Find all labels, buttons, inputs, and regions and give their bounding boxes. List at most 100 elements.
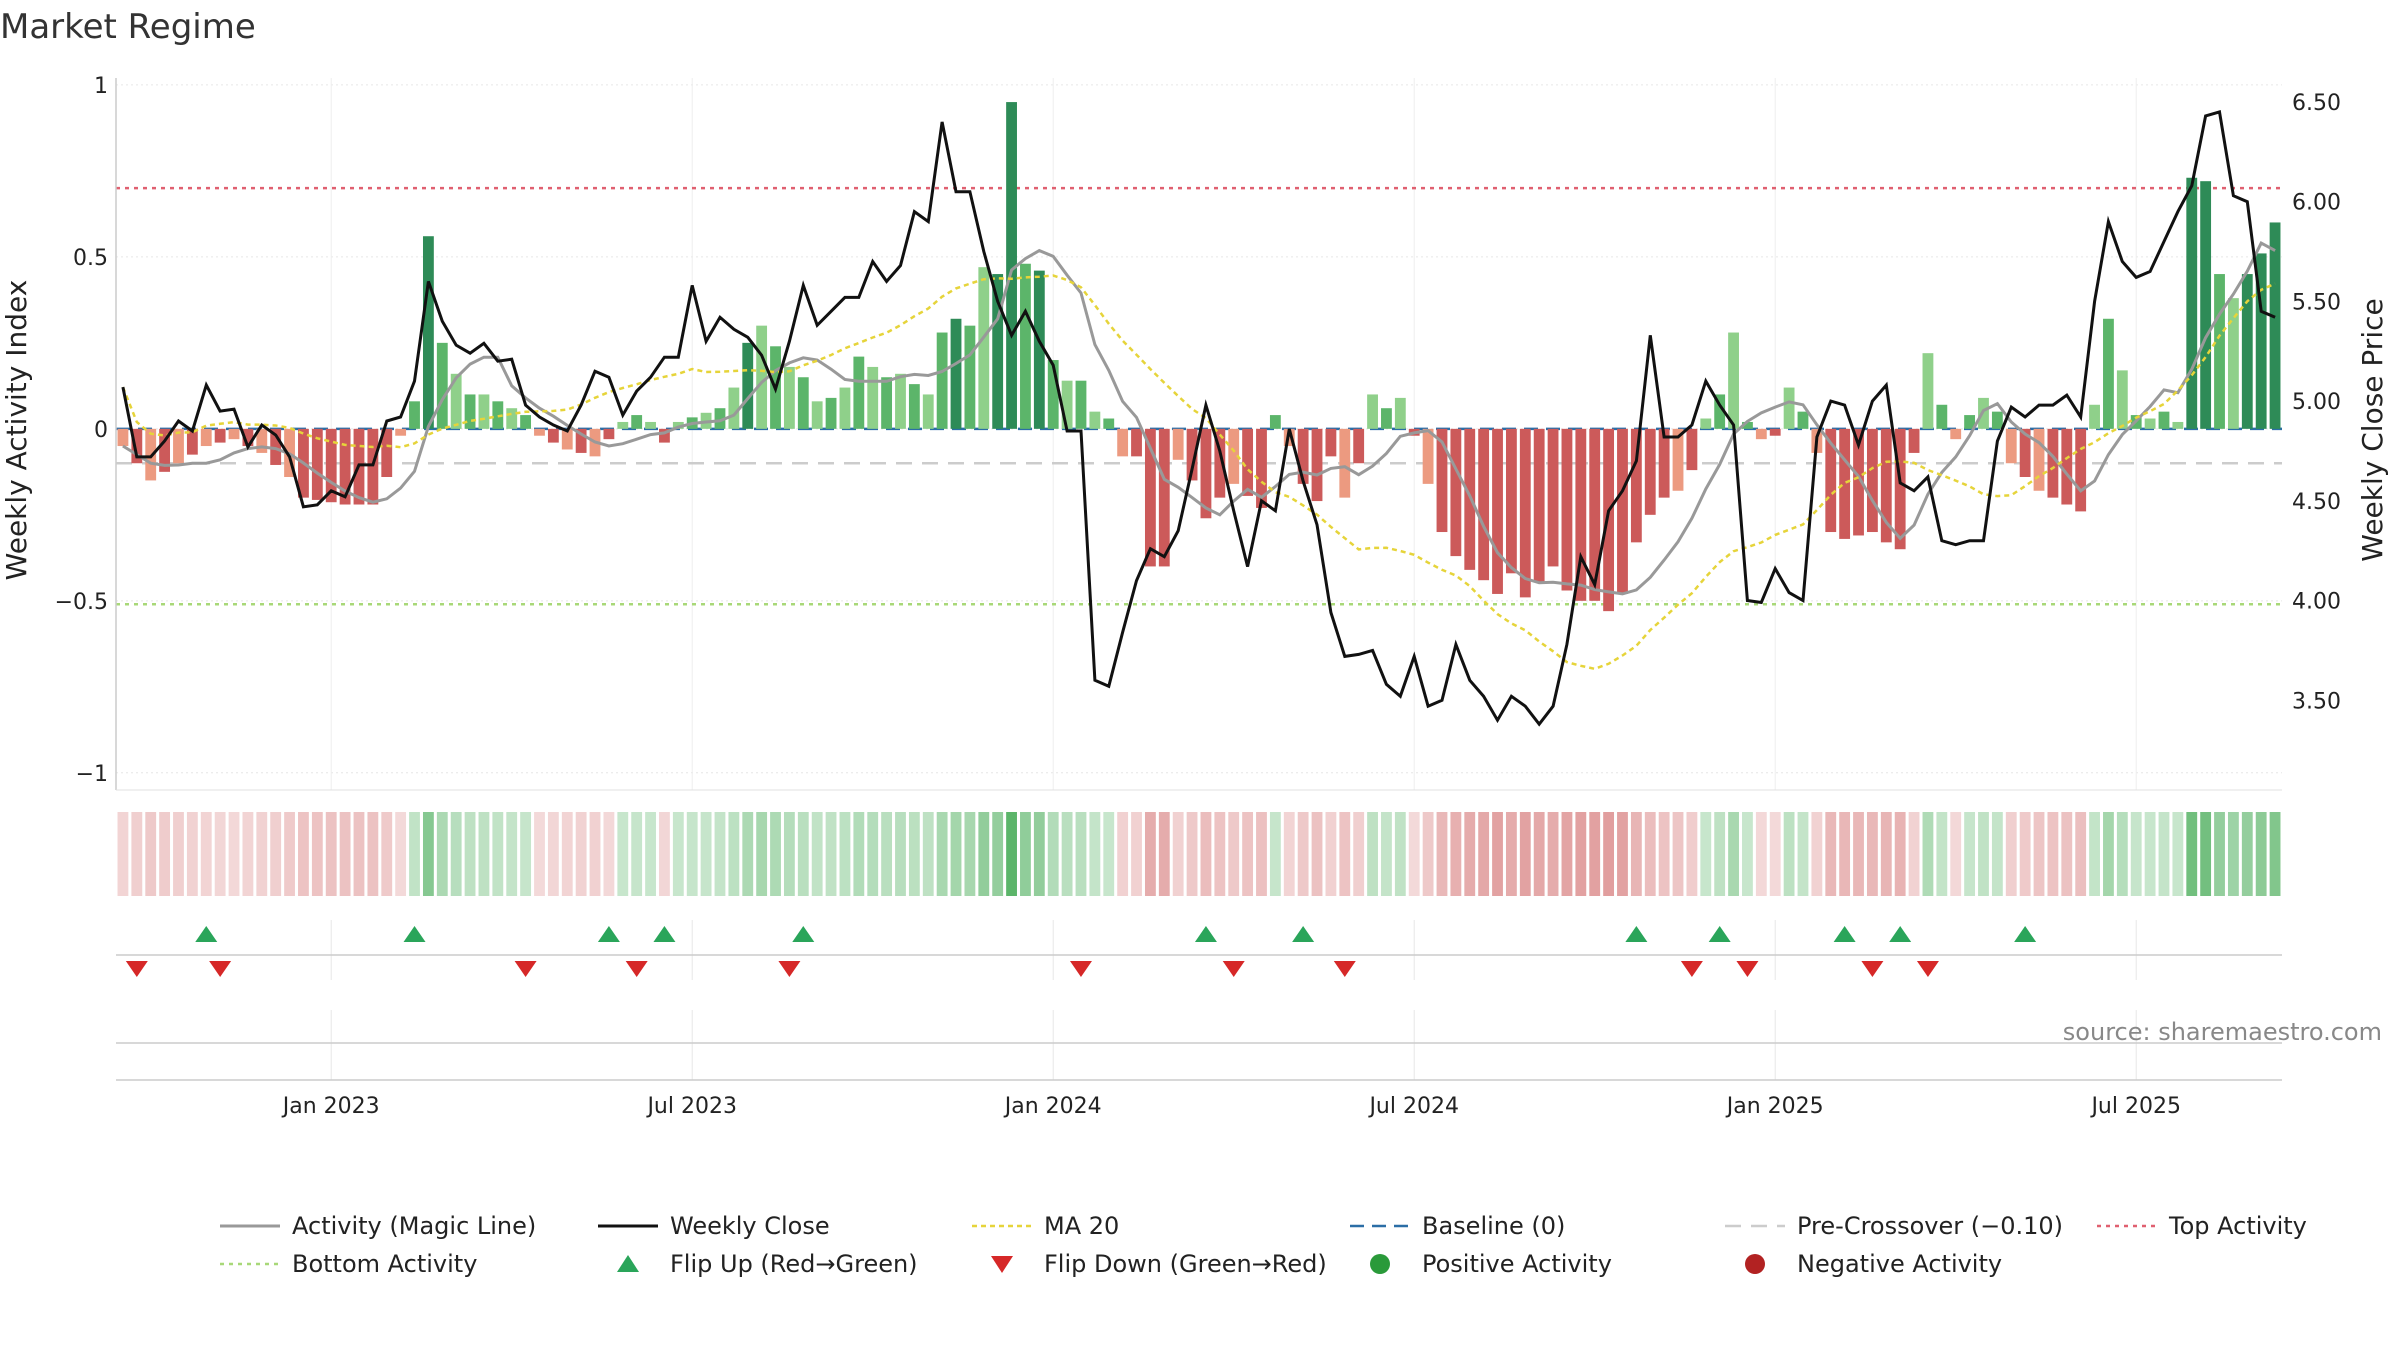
regime-strip-cell (1325, 812, 1337, 896)
activity-bar (2269, 222, 2281, 429)
regime-strip-cell (1686, 812, 1698, 896)
activity-bar (1894, 428, 1906, 550)
activity-bar (797, 377, 809, 429)
regime-strip-cell (950, 812, 962, 896)
activity-bar (1103, 418, 1115, 429)
activity-bar (714, 408, 726, 429)
regime-strip-cell (1200, 812, 1212, 896)
flip-down-marker (778, 961, 801, 977)
activity-bar (811, 401, 823, 429)
legend-label: Negative Activity (1797, 1250, 2002, 1278)
flip-down-marker (1333, 961, 1356, 977)
regime-strip-cell (2075, 812, 2087, 896)
regime-strip-cell (145, 812, 157, 896)
activity-bar (631, 415, 643, 429)
regime-strip-cell (1339, 812, 1351, 896)
x-tick-label: Jan 2023 (281, 1094, 380, 1119)
regime-strip-cell (1894, 812, 1906, 896)
regime-strip-cell (1936, 812, 1948, 896)
regime-strip-cell (2269, 812, 2281, 896)
flip-markers (125, 926, 2037, 977)
activity-bar (436, 342, 448, 429)
activity-bar (520, 415, 532, 429)
regime-strip-cell (256, 812, 268, 896)
regime-strip-cell (1561, 812, 1573, 896)
regime-strip-cell (242, 812, 254, 896)
regime-strip-cell (617, 812, 629, 896)
activity-bar (506, 408, 518, 429)
activity-bar (603, 428, 615, 440)
regime-strip-cell (1617, 812, 1628, 896)
activity-bar (1783, 387, 1795, 429)
regime-strip-cell (395, 812, 407, 896)
regime-strip-cell (922, 812, 934, 896)
activity-bar (186, 428, 198, 455)
activity-bar (1242, 428, 1254, 496)
regime-strip-cell (1908, 812, 1920, 896)
activity-bar (728, 387, 740, 429)
regime-strip-cell (1811, 812, 1823, 896)
y-axis-right-label: Weekly Close Price (2356, 298, 2389, 561)
regime-strip-cell (1228, 812, 1240, 896)
legend-item-flipup: Flip Up (Red→Green) (617, 1250, 918, 1278)
regime-strip-cell (1394, 812, 1406, 896)
activity-bar (422, 236, 434, 429)
legend-label: Top Activity (2168, 1212, 2307, 1240)
regime-strip-cell (1381, 812, 1392, 896)
legend-label: Weekly Close (670, 1212, 830, 1240)
activity-bar (978, 267, 990, 429)
activity-bar (853, 356, 865, 429)
y-right-tick-label: 4.00 (2292, 590, 2341, 615)
regime-strip-cell (2144, 812, 2156, 896)
regime-strip-cell (1728, 812, 1739, 896)
activity-bar (1589, 428, 1601, 601)
flip-down-marker (125, 961, 148, 977)
regime-strip-cell (1797, 812, 1809, 896)
activity-bar (1172, 428, 1184, 460)
activity-bar (908, 384, 920, 429)
magic-line (122, 241, 2276, 596)
regime-strip-cell (561, 812, 573, 896)
regime-strip-cell (1158, 812, 1170, 896)
flip-up-marker (1625, 926, 1648, 942)
flip-down-marker (1069, 961, 1092, 977)
activity-bar (1825, 428, 1837, 533)
regime-strip-cell (2116, 812, 2128, 896)
flip-up-marker (792, 926, 815, 942)
y-left-tick-label: 0 (94, 418, 108, 443)
regime-strip-cell (575, 812, 587, 896)
flip-up-marker (1889, 926, 1912, 942)
activity-bar (1144, 428, 1156, 567)
activity-bar (1603, 428, 1615, 612)
activity-bar (2033, 428, 2045, 491)
y-left-tick-label: 1 (94, 74, 108, 99)
activity-bar (2172, 421, 2184, 429)
regime-strip-cell (2019, 812, 2031, 896)
reference-lines (116, 186, 2282, 606)
activity-bar (117, 428, 129, 447)
activity-bar (450, 373, 462, 429)
legend-label: Pre-Crossover (−0.10) (1797, 1212, 2063, 1240)
activity-bar (2103, 318, 2114, 429)
regime-strip-cell (1269, 812, 1281, 896)
activity-bar (1742, 421, 1753, 429)
legend-item-magic: Activity (Magic Line) (220, 1212, 536, 1240)
legend-label: Positive Activity (1422, 1250, 1612, 1278)
legend-label: MA 20 (1044, 1212, 1119, 1240)
regime-strip-cell (1658, 812, 1670, 896)
activity-bar (1006, 102, 1017, 429)
activity-bar (895, 373, 906, 429)
regime-strip-cell (783, 812, 795, 896)
activity-bar (214, 428, 226, 443)
regime-strip-cell (436, 812, 448, 896)
activity-bar (1394, 397, 1406, 429)
activity-bar (1256, 428, 1267, 508)
regime-strip-cell (547, 812, 559, 896)
activity-bar (1325, 428, 1337, 457)
regime-strip-cell (2200, 812, 2212, 896)
legend-item-ma20: MA 20 (972, 1212, 1119, 1240)
regime-strip-cell (534, 812, 545, 896)
regime-strip-cell (2103, 812, 2114, 896)
regime-strip-cell (422, 812, 434, 896)
activity-bar (367, 428, 379, 505)
